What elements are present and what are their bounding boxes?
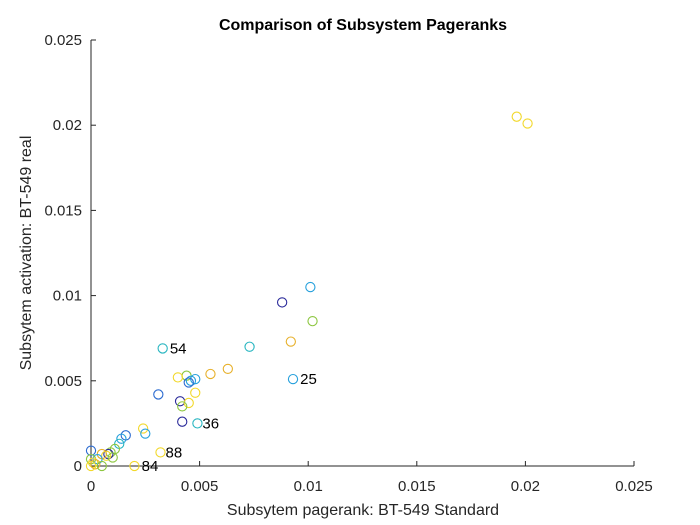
data-point [88,457,99,468]
data-point [157,343,168,354]
data-points [85,111,533,472]
data-point [177,416,188,427]
data-point [153,389,164,400]
point-annotation-label: 54 [170,340,187,357]
data-point [287,373,299,385]
data-point [85,460,97,472]
data-point [511,111,522,122]
data-point [192,418,203,429]
point-annotations: 54 25 36 88 84 [142,340,317,475]
data-point [276,297,288,308]
x-tick-label: 0.015 [398,478,436,495]
data-point [285,336,296,347]
data-point [155,447,166,458]
data-point [305,281,316,293]
data-point [90,459,101,470]
data-point [190,387,201,398]
x-tick-label: 0.025 [615,478,653,495]
data-point [183,397,194,409]
y-tick-label: 0.005 [44,373,82,390]
data-point [174,396,186,407]
data-point [222,363,233,375]
point-annotation-label: 84 [142,458,159,475]
data-point [140,428,151,439]
point-annotation-label: 36 [202,415,219,432]
x-tick-label: 0.02 [511,478,540,495]
data-point [101,450,112,461]
data-point [185,375,197,386]
y-tick-label: 0 [74,458,82,475]
y-tick-label: 0.015 [44,202,82,219]
data-point [190,373,201,385]
data-point [205,368,216,380]
x-tick-label: 0.005 [181,478,219,495]
y-axis-label: Subsytem activation: BT-549 real [18,136,35,371]
plot-frame [90,40,634,467]
chart-title: Comparison of Subsystem Pageranks [219,17,507,34]
data-point [522,118,533,129]
data-point [116,433,127,444]
x-tick-label: 0 [87,478,95,495]
x-ticks: 0 0.005 0.01 0.015 0.02 0.025 [87,461,653,495]
y-ticks: 0 0.005 0.01 0.015 0.02 0.025 [44,32,96,475]
data-point [85,445,97,456]
x-axis-label: Subsytem pagerank: BT-549 Standard [227,502,499,519]
point-annotation-label: 25 [300,371,317,388]
data-point [96,460,108,472]
y-tick-label: 0.02 [53,117,82,134]
point-annotation-label: 88 [166,444,183,461]
y-tick-label: 0.025 [44,32,82,49]
data-point [107,452,118,463]
data-point [244,341,255,352]
data-point [137,423,149,434]
data-point [177,401,188,412]
data-point [172,372,184,383]
data-point [307,316,318,327]
data-point [129,460,140,472]
data-point [183,377,194,388]
x-tick-label: 0.01 [294,478,323,495]
y-tick-label: 0.01 [53,288,82,305]
